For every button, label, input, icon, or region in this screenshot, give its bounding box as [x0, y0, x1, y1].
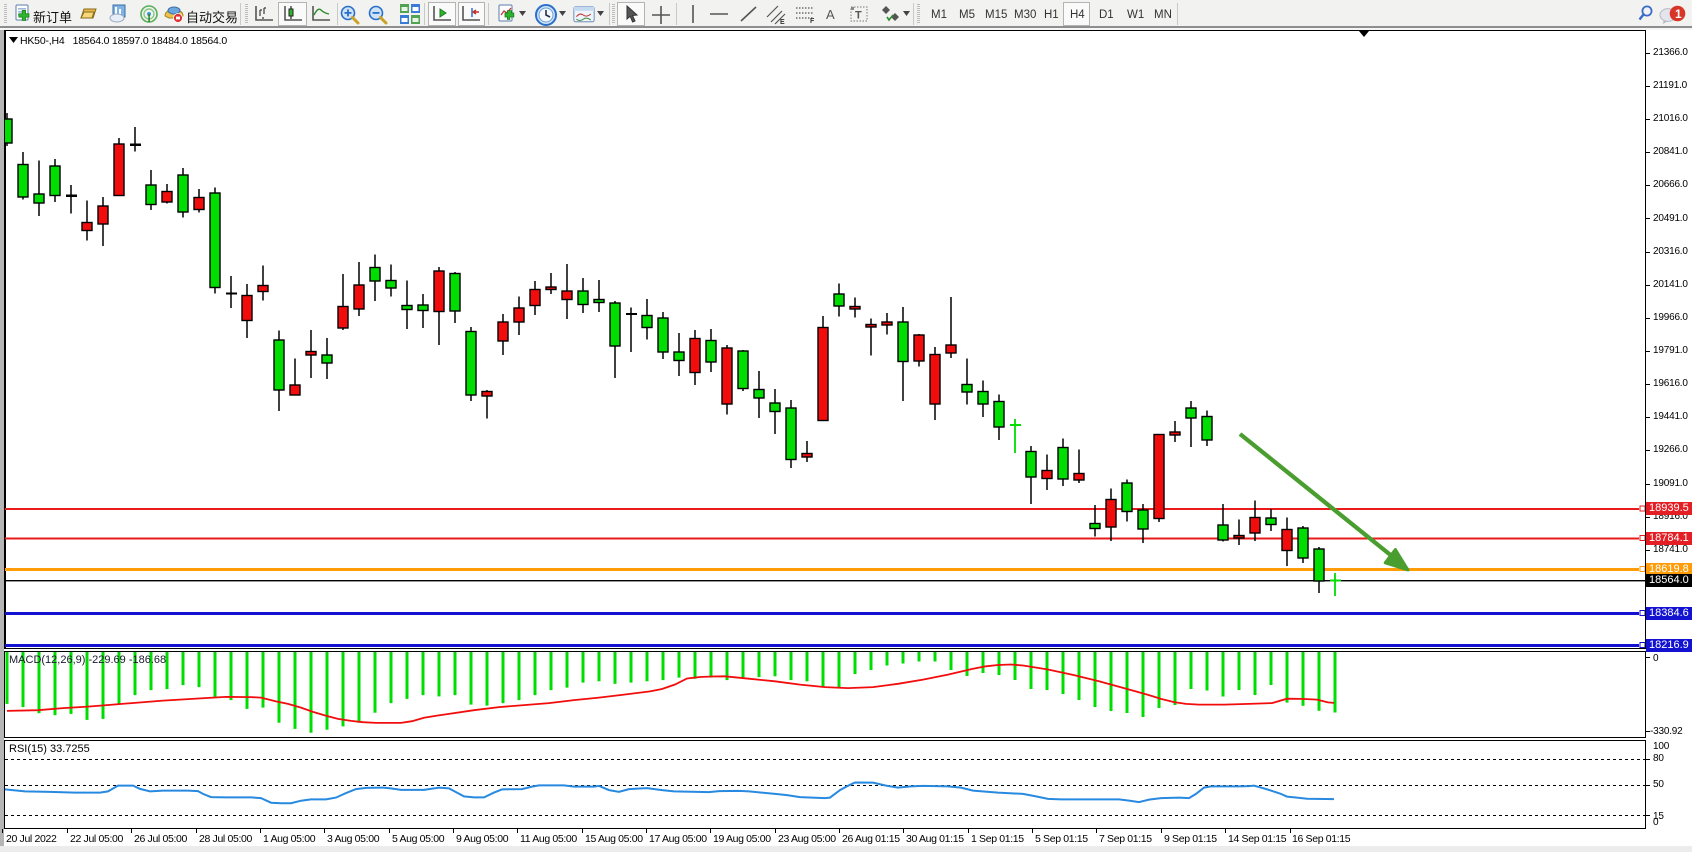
svg-text:1: 1 [1675, 7, 1682, 21]
svg-text:T: T [855, 10, 862, 22]
svg-text:F: F [810, 18, 815, 24]
svg-text:E: E [780, 19, 785, 25]
